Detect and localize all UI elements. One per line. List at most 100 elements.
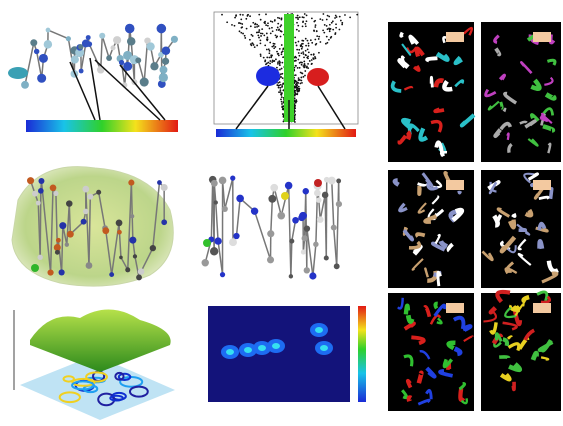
atom: [323, 255, 329, 261]
ribbon: [517, 252, 532, 266]
point: [278, 81, 281, 84]
point: [280, 100, 283, 103]
point: [269, 32, 272, 35]
point: [265, 13, 267, 16]
atom: [27, 177, 35, 185]
point: [314, 38, 317, 41]
point: [277, 52, 280, 55]
point: [271, 30, 274, 33]
ribbon: [488, 181, 498, 195]
ribbon: [527, 138, 539, 147]
point: [259, 39, 262, 42]
ribbon: [489, 322, 498, 335]
ribbon: [439, 150, 448, 157]
ribbon: [544, 92, 557, 101]
atom: [250, 207, 259, 215]
ribbon: [484, 88, 497, 98]
point: [282, 105, 284, 108]
atom: [236, 194, 244, 203]
ribbon: [523, 172, 535, 184]
ribbon: [425, 182, 439, 191]
point: [302, 53, 305, 55]
ribbon: [506, 132, 510, 141]
point: [269, 20, 272, 23]
atom: [302, 188, 309, 195]
point: [278, 64, 281, 67]
point: [241, 23, 244, 25]
point: [307, 44, 310, 47]
point: [279, 25, 282, 28]
point: [249, 25, 252, 28]
point: [302, 16, 305, 19]
bond: [152, 182, 161, 249]
point: [293, 104, 296, 107]
atom: [316, 197, 322, 203]
atom: [96, 189, 102, 195]
ribbon: [453, 55, 463, 66]
point: [257, 25, 260, 27]
bond: [291, 220, 297, 242]
point: [302, 51, 305, 53]
atom: [170, 35, 178, 43]
atom: [86, 41, 93, 48]
point: [269, 62, 271, 65]
point: [326, 28, 329, 31]
blob: [320, 345, 328, 351]
bond: [126, 28, 131, 67]
point: [300, 76, 303, 79]
ribbon: [408, 34, 420, 46]
ribbon: [499, 355, 511, 360]
ribbon: [446, 242, 454, 253]
point: [276, 66, 278, 69]
ribbon: [433, 303, 447, 317]
atom: [80, 218, 87, 225]
point: [281, 108, 284, 111]
atom: [124, 23, 135, 34]
ribbon: [438, 369, 453, 378]
point: [282, 115, 285, 118]
red-region: [307, 68, 329, 86]
point: [308, 60, 311, 62]
ribbon: [401, 43, 412, 56]
point: [254, 26, 256, 29]
atom: [47, 269, 54, 276]
point: [310, 62, 313, 65]
point: [278, 91, 280, 94]
molecule: [21, 23, 178, 89]
atom: [21, 80, 29, 89]
point: [266, 62, 268, 65]
point: [281, 77, 284, 80]
point: [297, 85, 300, 88]
ribbon: [516, 223, 531, 236]
ribbon: [417, 398, 431, 406]
ribbon: [506, 335, 513, 340]
blob: [315, 327, 323, 333]
point: [270, 54, 273, 57]
point: [293, 103, 296, 105]
point: [322, 13, 325, 15]
bond: [105, 230, 113, 275]
point: [296, 48, 299, 51]
ribbon: [451, 207, 465, 223]
point: [311, 41, 314, 44]
point: [253, 46, 256, 49]
ribbon: [494, 332, 503, 343]
atom: [221, 205, 228, 212]
point: [295, 44, 298, 47]
panel-ball-stick: [201, 175, 343, 280]
ribbon: [546, 58, 557, 66]
point: [299, 45, 302, 48]
point: [301, 45, 304, 48]
ribbon: [481, 250, 494, 262]
bond: [290, 241, 293, 277]
point: [326, 41, 329, 44]
arrow: [69, 61, 96, 121]
point: [296, 21, 298, 24]
point: [280, 18, 283, 21]
atom: [161, 46, 171, 56]
point: [268, 49, 271, 52]
point: [265, 32, 268, 35]
atom: [113, 36, 122, 45]
